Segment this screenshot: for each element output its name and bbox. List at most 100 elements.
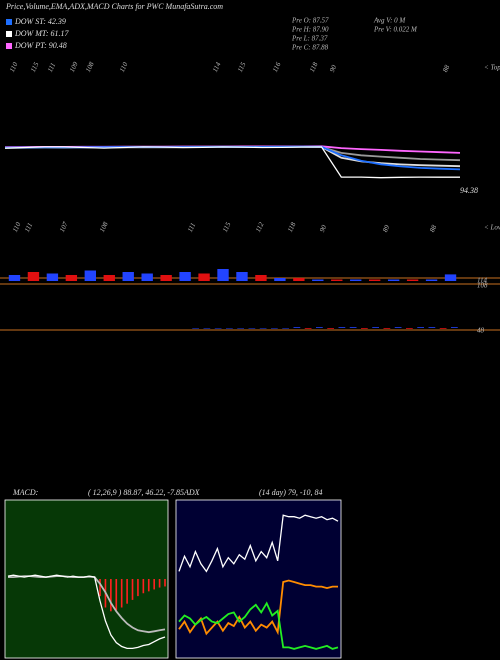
histogram-bar — [164, 579, 166, 587]
top-price-label: 110 — [118, 61, 130, 74]
bar — [259, 328, 267, 329]
top-price-label: 114 — [211, 61, 223, 74]
bar — [217, 269, 229, 281]
bar — [369, 279, 381, 281]
page-title: Price,Volume,EMA,ADX,MACD Charts for PWC… — [5, 2, 223, 11]
top-price-label: 118 — [308, 61, 320, 74]
bar — [103, 275, 115, 281]
low-price-label: 111 — [23, 222, 34, 234]
stat: Avg V: 0 M — [373, 17, 406, 25]
low-price-label: 111 — [186, 222, 197, 234]
bar — [372, 327, 379, 328]
bar — [331, 279, 343, 281]
level-label: 108 — [477, 282, 488, 290]
bar — [271, 328, 278, 329]
histogram-bar — [153, 579, 155, 590]
low-price-label: 88 — [428, 223, 438, 233]
chart-title: ADX — [183, 488, 201, 497]
bar — [316, 327, 323, 328]
histogram-bar — [131, 579, 134, 600]
low-price-label: 108 — [98, 220, 110, 233]
series-line — [7, 574, 166, 650]
bar — [383, 328, 391, 329]
histogram-bar — [142, 579, 145, 594]
bar — [203, 328, 211, 329]
bar — [236, 272, 248, 281]
last-value: 94.38 — [460, 186, 478, 195]
bar — [192, 328, 199, 329]
histogram-bar — [110, 579, 112, 612]
histogram-bar — [99, 579, 101, 597]
bar — [425, 279, 438, 281]
bar — [293, 278, 305, 281]
bar — [282, 328, 289, 329]
top-price-label: 88 — [441, 63, 451, 73]
bar — [293, 327, 301, 328]
bar — [394, 327, 402, 328]
bar — [387, 279, 400, 281]
series-line — [178, 579, 338, 636]
bar — [304, 328, 312, 329]
histogram-bar — [115, 579, 118, 611]
bar — [160, 275, 172, 281]
bar — [237, 328, 244, 329]
bar — [27, 272, 40, 281]
low-price-label: 118 — [286, 221, 298, 234]
legend-swatch — [6, 31, 12, 37]
legend-entry: DOW MT: 61.17 — [14, 29, 70, 38]
stat: Pre V: 0.022 M — [373, 26, 418, 34]
histogram-bar — [147, 579, 150, 592]
series-line — [4, 146, 460, 179]
bar — [350, 279, 362, 281]
bar — [226, 328, 233, 329]
histogram-bar — [126, 579, 128, 604]
bar — [274, 278, 286, 281]
low-price-label: 110 — [11, 221, 23, 234]
legend-swatch — [6, 43, 12, 49]
histogram-bar — [158, 579, 161, 588]
legend-entry: DOW ST: 42.39 — [14, 17, 66, 26]
low-price-label: 89 — [381, 223, 391, 233]
top-price-label: 111 — [46, 62, 57, 74]
bar — [65, 275, 78, 281]
bar — [327, 328, 334, 329]
low-price-label: 115 — [221, 221, 233, 234]
bar — [417, 327, 424, 328]
top-price-label: 115 — [236, 61, 248, 74]
bar — [312, 279, 324, 281]
series-line — [178, 601, 339, 650]
stat: Pre H: 87.90 — [291, 26, 329, 34]
stat: Pre O: 87.57 — [291, 17, 329, 25]
bar — [349, 327, 357, 328]
top-price-label: 116 — [271, 61, 283, 74]
low-price-label: 107 — [58, 220, 70, 233]
level-label: 48 — [477, 327, 485, 335]
bar — [122, 272, 134, 281]
bar — [198, 273, 210, 281]
histogram-bar — [137, 579, 139, 597]
bar — [8, 275, 21, 281]
stat: Pre C: 87.88 — [291, 44, 329, 52]
series-line — [178, 514, 339, 573]
histogram-bar — [120, 579, 123, 608]
bar — [406, 328, 413, 329]
legend-swatch — [6, 19, 12, 25]
stat: Pre L: 87.37 — [291, 35, 328, 43]
adx-panel — [175, 499, 342, 659]
top-price-label: 109 — [68, 60, 80, 73]
low-price-label: 112 — [254, 221, 266, 234]
bar — [141, 273, 153, 281]
bar — [84, 270, 96, 281]
bar — [255, 275, 267, 281]
bar — [428, 327, 436, 328]
chart-subtitle: (14 day) 79, -10, 84 — [259, 488, 323, 497]
bar — [214, 328, 222, 329]
chart-title: MACD: — [12, 488, 39, 497]
low-price-label: 90 — [318, 223, 328, 233]
series-line — [4, 145, 461, 162]
top-price-label: 110 — [8, 61, 20, 74]
legend-entry: DOW PT: 90.48 — [14, 41, 67, 50]
bar — [444, 274, 457, 281]
